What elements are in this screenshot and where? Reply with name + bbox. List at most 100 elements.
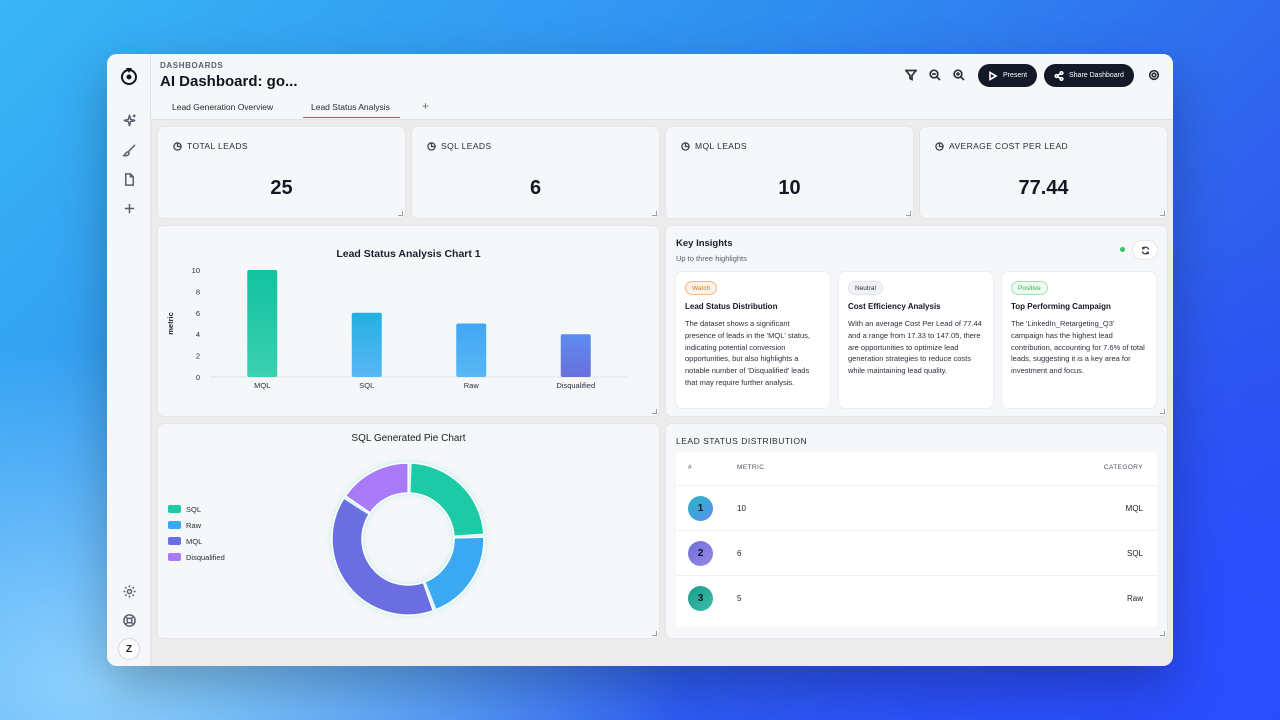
bar-raw[interactable] [456,323,487,378]
key-insights-card: Key Insights Up to three highlights Watc… [666,226,1167,416]
legend-item[interactable]: Raw [168,517,225,533]
zoom-out-icon[interactable] [927,67,943,83]
legend-item[interactable]: SQL [168,501,225,517]
bar-sql[interactable] [351,312,382,377]
legend-swatch [168,537,181,545]
column-header-category[interactable]: CATEGORY [1103,464,1143,471]
breadcrumb[interactable]: DASHBOARDS [160,61,224,70]
brush-icon[interactable] [119,140,139,160]
app-logo-icon[interactable] [118,64,140,86]
table-row[interactable]: 1 10 MQL [676,485,1157,530]
share-dashboard-label: Share Dashboard [1069,72,1124,79]
lead-status-table-card: LEAD STATUS DISTRIBUTION # METRIC CATEGO… [666,424,1167,638]
app-window: Z DASHBOARDS AI Dashboard: go... Present… [107,54,1173,666]
kpi-label-text: SQL LEADS [441,141,492,151]
user-avatar[interactable]: Z [118,638,140,660]
bar-disqualified[interactable] [560,334,591,377]
legend-swatch [168,521,181,529]
sparkles-icon[interactable] [119,110,139,130]
category-cell: SQL [1126,549,1143,558]
kpi-card-total-leads: TOTAL LEADS 25 [158,127,405,218]
pie-chart-icon [681,141,690,151]
filter-icon[interactable] [903,67,919,83]
metric-cell: 5 [737,594,742,603]
refresh-button[interactable] [1133,241,1157,259]
legend-item[interactable]: Disqualified [168,549,225,565]
insight-badge: Positive [1011,281,1048,295]
y-tick-label: 4 [196,330,200,339]
slice-disqualified[interactable] [344,462,409,514]
kpi-label: MQL LEADS [681,141,747,151]
zoom-in-icon[interactable] [951,67,967,83]
add-tab-button[interactable]: + [422,99,430,113]
kpi-value: 25 [270,177,293,199]
x-tick-label: Raw [464,381,480,390]
legend-item[interactable]: MQL [168,533,225,549]
resize-handle[interactable] [1160,211,1165,216]
bar-chart-card: Lead Status Analysis Chart 1 0 2 4 6 8 10 metr… [158,226,659,416]
resize-handle[interactable] [906,211,911,216]
pie-chart-title: SQL Generated Pie Chart [351,433,466,444]
insight-text: The dataset shows a significant presence… [685,319,811,387]
plus-icon[interactable] [119,198,139,218]
insight-badge: Neutral [848,281,883,295]
resize-handle[interactable] [652,211,657,216]
insight-card: Watch Lead Status Distribution The datas… [676,272,830,408]
bar-mql[interactable] [247,270,278,377]
pie-legend: SQL Raw MQL Disqualified [168,501,225,565]
y-tick-label: 2 [196,352,200,361]
document-icon[interactable] [119,169,139,189]
help-lifebuoy-icon[interactable] [119,610,139,630]
kpi-card-average-cost-per-lead: AVERAGE COST PER LEAD 77.44 [920,127,1167,218]
gear-icon[interactable] [119,581,139,601]
legend-label: SQL [186,504,202,514]
resize-handle[interactable] [1160,409,1165,414]
kpi-label-text: MQL LEADS [695,141,747,151]
insight-title: Cost Efficiency Analysis [848,302,941,311]
legend-label: Disqualified [186,552,225,562]
insight-badge: Watch [685,281,718,295]
y-axis-label: metric [166,312,175,335]
slice-mql[interactable] [331,497,435,616]
pie-chart-icon [427,141,436,151]
kpi-value: 6 [529,177,542,199]
slice-sql[interactable] [408,462,485,537]
insight-text: With an average Cost Per Lead of 77.44 a… [848,319,982,376]
dashboard-tabs: Lead Generation Overview Lead Status Ana… [151,96,1173,120]
settings-icon[interactable] [1146,67,1162,83]
share-dashboard-button[interactable]: Share Dashboard [1044,64,1134,87]
y-tick-label: 6 [196,309,200,318]
resize-handle[interactable] [398,211,403,216]
column-header-rank[interactable]: # [688,464,693,471]
x-tick-label: Disqualified [556,381,595,390]
resize-handle[interactable] [1160,631,1165,636]
column-header-metric[interactable]: METRIC [737,464,765,471]
insights-subtitle: Up to three highlights [676,254,747,263]
x-tick-label: SQL [359,381,374,390]
kpi-label-text: AVERAGE COST PER LEAD [949,141,1069,151]
table-row[interactable]: 3 5 Raw [676,575,1157,620]
category-cell: Raw [1126,594,1143,603]
insight-card: Positive Top Performing Campaign The 'Li… [1002,272,1156,408]
live-status-dot [1120,247,1125,252]
insight-title: Lead Status Distribution [685,302,778,311]
present-button[interactable]: Present [978,64,1038,87]
resize-handle[interactable] [652,409,657,414]
tab-lead-generation-overview[interactable]: Lead Generation Overview [172,102,274,112]
kpi-card-mql-leads: MQL LEADS 10 [666,127,913,218]
kpi-label-text: TOTAL LEADS [187,141,248,151]
sidebar-rail: Z [107,54,151,666]
donut-chart [331,462,485,616]
insight-text: The 'LinkedIn_Retargeting_Q3' campaign h… [1011,319,1145,376]
kpi-label: SQL LEADS [427,141,492,151]
slice-raw[interactable] [424,536,485,611]
rank-badge: 3 [688,586,713,611]
bar-chart: 0 2 4 6 8 10 metric MQL SQL Raw Disqualified [166,266,628,390]
tab-lead-status-analysis[interactable]: Lead Status Analysis [303,102,400,118]
present-label: Present [1003,72,1028,79]
kpi-value: 10 [778,177,801,199]
data-table: # METRIC CATEGORY 1 10 MQL 2 6 SQL 3 5 R… [676,452,1157,627]
resize-handle[interactable] [652,631,657,636]
play-icon [989,70,998,81]
table-row[interactable]: 2 6 SQL [676,530,1157,575]
